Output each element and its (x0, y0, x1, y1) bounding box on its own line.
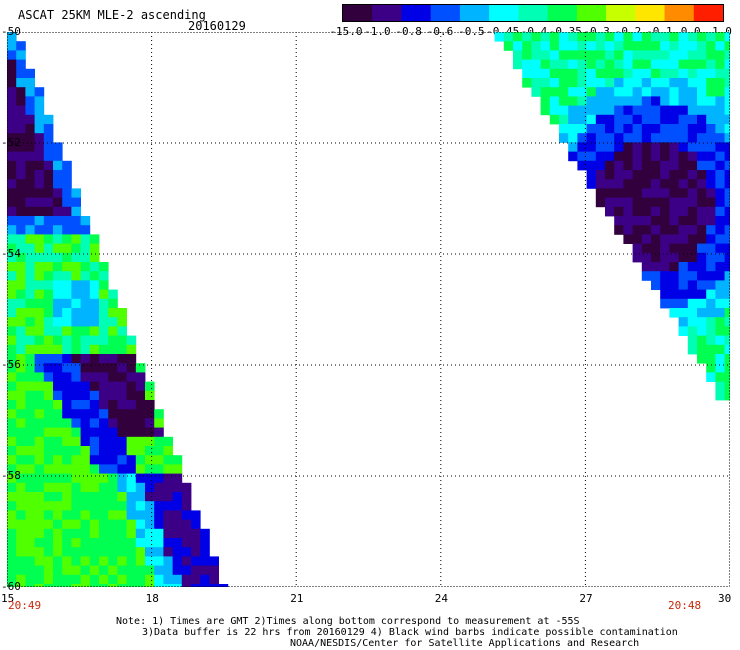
right-swath-pixels (494, 32, 730, 401)
longitude-label: 27 (579, 592, 593, 605)
latitude-label: -58 (1, 469, 21, 482)
colorbar-segment (693, 5, 723, 21)
latitude-label: -56 (1, 358, 21, 371)
colorbar-segment (635, 5, 666, 21)
colorbar-segment (372, 5, 403, 21)
colorbar-segment (343, 5, 373, 21)
product-date: 20160129 (188, 19, 246, 33)
colorbar-tick-label: -0.8 (395, 25, 422, 38)
map-frame (7, 32, 730, 587)
left-swath-time: 20:49 (8, 599, 42, 612)
footnote-line-2: 3)Data buffer is 22 hrs from 20160129 4)… (142, 627, 678, 638)
colorbar-segment (547, 5, 578, 21)
colorbar-segment (401, 5, 432, 21)
longitude-label: 30 (718, 592, 732, 605)
latitude-label: -50 (1, 25, 21, 38)
product-title: ASCAT 25KM MLE-2 ascending (18, 8, 206, 22)
colorbar-segment (664, 5, 695, 21)
footnote-line-1: Note: 1) Times are GMT 2)Times along bot… (116, 616, 580, 627)
latitude-label: -52 (1, 136, 21, 149)
longitude-label: 18 (145, 592, 159, 605)
colorbar-tick-label: -15.0 (329, 25, 363, 38)
colorbar-segment (518, 5, 549, 21)
lat-lon-grid (7, 32, 730, 587)
longitude-label: 15 (1, 592, 15, 605)
right-swath-time: 20:48 (668, 599, 702, 612)
colorbar-segment (576, 5, 607, 21)
colorbar-segment (489, 5, 519, 21)
color-scale-bar (342, 4, 724, 22)
longitude-axis: 15 18 21 24 27 30 (0, 588, 740, 605)
scatterometer-map (7, 32, 730, 587)
colorbar-segment (430, 5, 461, 21)
colorbar-segment (459, 5, 490, 21)
longitude-label: 24 (434, 592, 449, 605)
colorbar-segment (606, 5, 636, 21)
colorbar-tick-label: -0.6 (426, 25, 454, 38)
longitude-label: 21 (290, 592, 304, 605)
latitude-axis: -50 -52 -54 -56 -58 -60 (0, 0, 40, 600)
footnote-line-3: NOAA/NESDIS/Center for Satellite Applica… (290, 638, 640, 649)
colorbar-tick-label: -0.5 (458, 25, 485, 38)
left-swath-pixels (7, 32, 229, 587)
latitude-label: -54 (1, 247, 21, 260)
latitude-label: -60 (1, 580, 21, 593)
colorbar-tick-label: -1.0 (364, 25, 391, 38)
